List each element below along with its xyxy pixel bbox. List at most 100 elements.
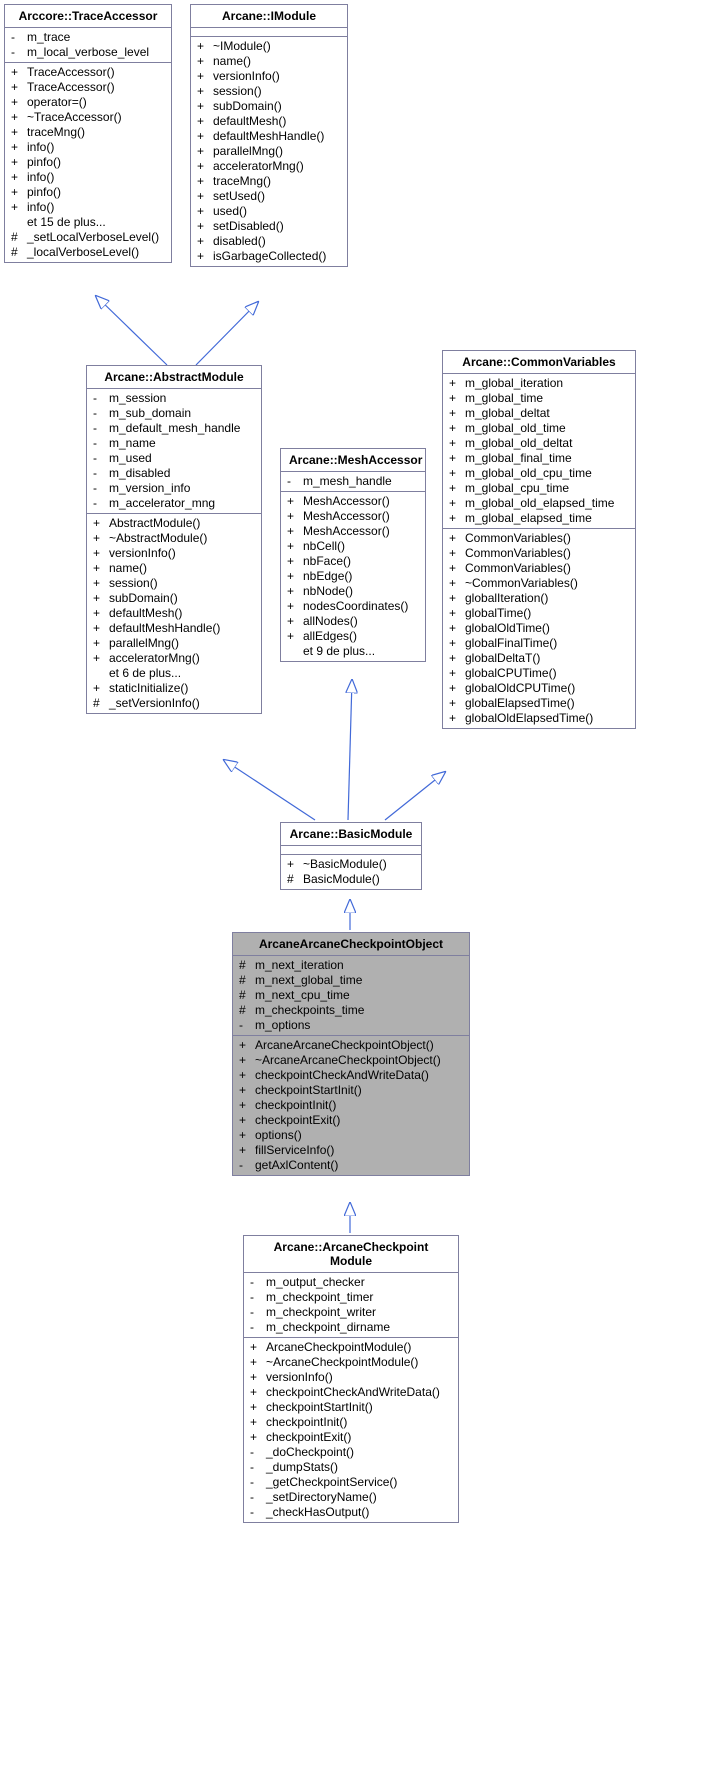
class-member: +info(): [5, 140, 171, 155]
class-member: #m_next_global_time: [233, 973, 469, 988]
class-section: [281, 846, 421, 855]
class-member: +m_global_old_deltat: [443, 436, 635, 451]
class-member: +AbstractModule(): [87, 516, 261, 531]
class-section: #m_next_iteration#m_next_global_time#m_n…: [233, 956, 469, 1036]
class-member: +checkpointCheckAndWriteData(): [233, 1068, 469, 1083]
class-member: +defaultMeshHandle(): [87, 621, 261, 636]
class-member: +acceleratorMng(): [87, 651, 261, 666]
class-member: #_setLocalVerboseLevel(): [5, 230, 171, 245]
class-member: +m_global_iteration: [443, 376, 635, 391]
class-basic: Arcane::BasicModule+ ~BasicModule()# Bas…: [280, 822, 422, 890]
class-member: +name(): [191, 54, 347, 69]
class-member: +ArcaneArcaneCheckpointObject(): [233, 1038, 469, 1053]
class-member: +m_global_old_elapsed_time: [443, 496, 635, 511]
class-member: +~ArcaneCheckpointModule(): [244, 1355, 458, 1370]
class-member: -m_mesh_handle: [281, 474, 425, 489]
class-member: +versionInfo(): [191, 69, 347, 84]
class-member: +session(): [87, 576, 261, 591]
class-member: +globalIteration(): [443, 591, 635, 606]
class-member: +subDomain(): [87, 591, 261, 606]
class-member: #_setVersionInfo(): [87, 696, 261, 711]
class-member: +disabled(): [191, 234, 347, 249]
class-member: -m_session: [87, 391, 261, 406]
class-section: -m_session-m_sub_domain-m_default_mesh_h…: [87, 389, 261, 514]
class-member: +acceleratorMng(): [191, 159, 347, 174]
class-member: +checkpointStartInit(): [233, 1083, 469, 1098]
class-member: +versionInfo(): [244, 1370, 458, 1385]
class-trace: Arccore::TraceAccessor-m_trace-m_local_v…: [4, 4, 172, 263]
class-member: +MeshAccessor(): [281, 524, 425, 539]
class-member: -m_trace: [5, 30, 171, 45]
class-member: +MeshAccessor(): [281, 494, 425, 509]
class-member: +setUsed(): [191, 189, 347, 204]
class-member: +checkpointExit(): [233, 1113, 469, 1128]
class-member: +checkpointInit(): [244, 1415, 458, 1430]
class-member: -m_version_info: [87, 481, 261, 496]
class-member: +defaultMesh(): [87, 606, 261, 621]
class-member: -_dumpStats(): [244, 1460, 458, 1475]
class-member: +fillServiceInfo(): [233, 1143, 469, 1158]
class-member: +globalOldElapsedTime(): [443, 711, 635, 726]
class-member: -m_output_checker: [244, 1275, 458, 1290]
class-section: + ~BasicModule()# BasicModule(): [281, 855, 421, 889]
class-member: +nbFace(): [281, 554, 425, 569]
class-section: +ArcaneCheckpointModule()+~ArcaneCheckpo…: [244, 1338, 458, 1522]
class-member: +traceMng(): [191, 174, 347, 189]
class-member: +MeshAccessor(): [281, 509, 425, 524]
class-checkpoint-mod: Arcane::ArcaneCheckpoint Module-m_output…: [243, 1235, 459, 1523]
class-member: +~ArcaneArcaneCheckpointObject(): [233, 1053, 469, 1068]
class-section: -m_output_checker-m_checkpoint_timer-m_c…: [244, 1273, 458, 1338]
class-member: +globalDeltaT(): [443, 651, 635, 666]
class-member: +options(): [233, 1128, 469, 1143]
class-member: -getAxlContent(): [233, 1158, 469, 1173]
class-member: +pinfo(): [5, 185, 171, 200]
class-member: +globalOldTime(): [443, 621, 635, 636]
class-member: + ~BasicModule(): [281, 857, 421, 872]
class-member: et 9 de plus...: [281, 644, 425, 659]
class-section: -m_trace-m_local_verbose_level: [5, 28, 171, 63]
class-member: +nbEdge(): [281, 569, 425, 584]
class-member: +allNodes(): [281, 614, 425, 629]
class-member: -_getCheckpointService(): [244, 1475, 458, 1490]
class-member: +globalFinalTime(): [443, 636, 635, 651]
class-member: +setDisabled(): [191, 219, 347, 234]
class-member: -m_checkpoint_dirname: [244, 1320, 458, 1335]
class-member: +isGarbageCollected(): [191, 249, 347, 264]
class-member: +defaultMesh(): [191, 114, 347, 129]
class-member: -m_disabled: [87, 466, 261, 481]
class-member: +m_global_final_time: [443, 451, 635, 466]
class-section: +ArcaneArcaneCheckpointObject()+~ArcaneA…: [233, 1036, 469, 1175]
class-member: -m_accelerator_mng: [87, 496, 261, 511]
class-member: +m_global_old_time: [443, 421, 635, 436]
class-member: +checkpointStartInit(): [244, 1400, 458, 1415]
class-title: Arcane::CommonVariables: [443, 351, 635, 374]
class-member: -m_used: [87, 451, 261, 466]
class-common: Arcane::CommonVariables+m_global_iterati…: [442, 350, 636, 729]
class-member: +CommonVariables(): [443, 531, 635, 546]
class-title: Arcane::IModule: [191, 5, 347, 28]
class-member: +used(): [191, 204, 347, 219]
class-section: +TraceAccessor()+TraceAccessor()+operato…: [5, 63, 171, 262]
class-member: -_checkHasOutput(): [244, 1505, 458, 1520]
class-member: +m_global_cpu_time: [443, 481, 635, 496]
class-section: +AbstractModule()+~AbstractModule()+vers…: [87, 514, 261, 713]
class-member: #m_next_iteration: [233, 958, 469, 973]
class-member: et 15 de plus...: [5, 215, 171, 230]
class-member: -_setDirectoryName(): [244, 1490, 458, 1505]
class-member: +operator=(): [5, 95, 171, 110]
class-member: +allEdges(): [281, 629, 425, 644]
class-section: +CommonVariables()+CommonVariables()+Com…: [443, 529, 635, 728]
class-title: Arccore::TraceAccessor: [5, 5, 171, 28]
class-section: +~IModule()+name()+versionInfo()+session…: [191, 37, 347, 266]
class-member: #m_next_cpu_time: [233, 988, 469, 1003]
class-member: +ArcaneCheckpointModule(): [244, 1340, 458, 1355]
class-section: +MeshAccessor()+MeshAccessor()+MeshAcces…: [281, 492, 425, 661]
class-member: +versionInfo(): [87, 546, 261, 561]
class-mesh: Arcane::MeshAccessor-m_mesh_handle+MeshA…: [280, 448, 426, 662]
class-member: +m_global_old_cpu_time: [443, 466, 635, 481]
class-member: +subDomain(): [191, 99, 347, 114]
class-member: #_localVerboseLevel(): [5, 245, 171, 260]
class-member: +globalTime(): [443, 606, 635, 621]
class-member: +checkpointCheckAndWriteData(): [244, 1385, 458, 1400]
class-member: +checkpointExit(): [244, 1430, 458, 1445]
